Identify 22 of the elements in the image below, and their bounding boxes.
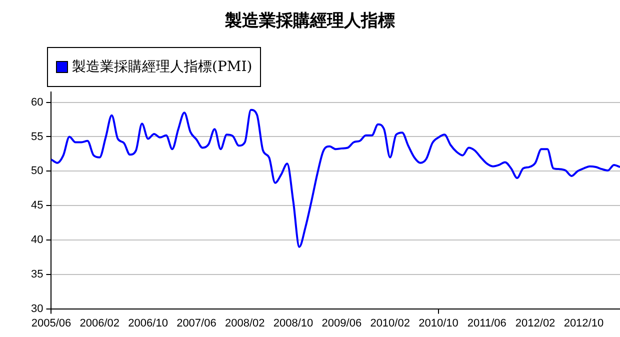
x-tick-label: 2009/06 (322, 317, 362, 330)
y-tick-label: 30 (30, 302, 44, 315)
x-tick-label: 2011/06 (467, 317, 506, 330)
y-tick-label: 50 (30, 165, 44, 178)
y-tick-label: 40 (30, 234, 44, 246)
y-tick-label: 55 (30, 130, 44, 143)
x-tick-label: 2012/02 (515, 317, 556, 330)
y-tick-label: 35 (30, 268, 44, 280)
y-tick-label: 60 (30, 96, 44, 108)
x-tick-label: 2008/02 (224, 317, 265, 330)
x-tick-label: 2006/10 (128, 317, 168, 330)
x-tick-label: 2005/06 (31, 317, 72, 330)
chart-title: 製造業採購經理人指標 (224, 10, 396, 32)
x-tick-label: 2006/02 (80, 317, 120, 330)
line-series (50, 108, 620, 248)
x-tick-label: 2008/10 (273, 317, 314, 330)
x-tick-label: 2012/10 (564, 317, 604, 330)
legend-label: 製造業採購經理人指標(PMI) (72, 58, 252, 76)
x-tick-label: 2007/06 (176, 317, 216, 330)
x-tick-label: 2010/02 (370, 317, 410, 330)
y-tick-label: 45 (30, 200, 44, 212)
x-tick-label: 2010/10 (418, 317, 458, 330)
